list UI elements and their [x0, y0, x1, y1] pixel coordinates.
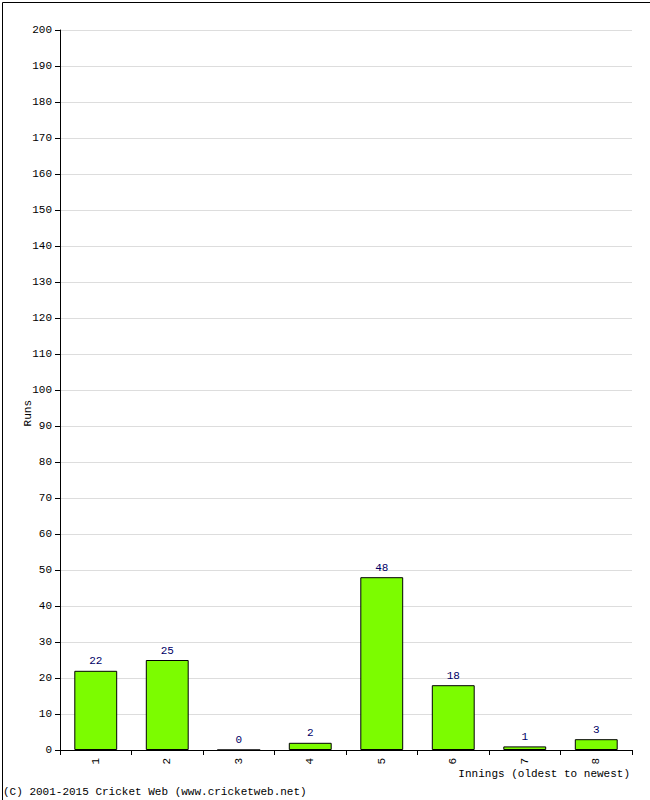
- svg-text:1: 1: [521, 731, 528, 743]
- svg-text:160: 160: [32, 168, 52, 180]
- svg-text:(C) 2001-2015 Cricket Web (www: (C) 2001-2015 Cricket Web (www.cricketwe…: [3, 786, 307, 798]
- svg-text:70: 70: [39, 492, 52, 504]
- svg-text:22: 22: [89, 655, 102, 667]
- svg-text:0: 0: [45, 744, 52, 756]
- svg-text:180: 180: [32, 96, 52, 108]
- svg-text:4: 4: [304, 758, 316, 765]
- svg-text:5: 5: [376, 758, 388, 765]
- svg-text:18: 18: [447, 670, 460, 682]
- svg-text:48: 48: [375, 562, 388, 574]
- svg-text:6: 6: [447, 758, 459, 765]
- svg-text:10: 10: [39, 708, 52, 720]
- svg-text:30: 30: [39, 636, 52, 648]
- svg-text:100: 100: [32, 384, 52, 396]
- svg-text:200: 200: [32, 24, 52, 36]
- svg-text:8: 8: [590, 758, 602, 765]
- svg-text:2: 2: [307, 727, 314, 739]
- svg-text:170: 170: [32, 132, 52, 144]
- svg-text:25: 25: [161, 645, 174, 657]
- svg-text:2: 2: [161, 758, 173, 765]
- svg-text:190: 190: [32, 60, 52, 72]
- svg-text:50: 50: [39, 564, 52, 576]
- svg-text:3: 3: [233, 758, 245, 765]
- svg-text:1: 1: [90, 758, 102, 765]
- svg-text:Runs: Runs: [22, 400, 34, 426]
- svg-text:80: 80: [39, 456, 52, 468]
- svg-text:40: 40: [39, 600, 52, 612]
- svg-text:3: 3: [593, 724, 600, 736]
- svg-text:140: 140: [32, 240, 52, 252]
- svg-text:150: 150: [32, 204, 52, 216]
- svg-text:90: 90: [39, 420, 52, 432]
- svg-text:60: 60: [39, 528, 52, 540]
- svg-text:130: 130: [32, 276, 52, 288]
- svg-text:0: 0: [235, 734, 242, 746]
- svg-text:Innings (oldest to newest): Innings (oldest to newest): [458, 768, 630, 780]
- svg-text:110: 110: [32, 348, 52, 360]
- svg-text:120: 120: [32, 312, 52, 324]
- svg-text:20: 20: [39, 672, 52, 684]
- svg-text:7: 7: [519, 758, 531, 765]
